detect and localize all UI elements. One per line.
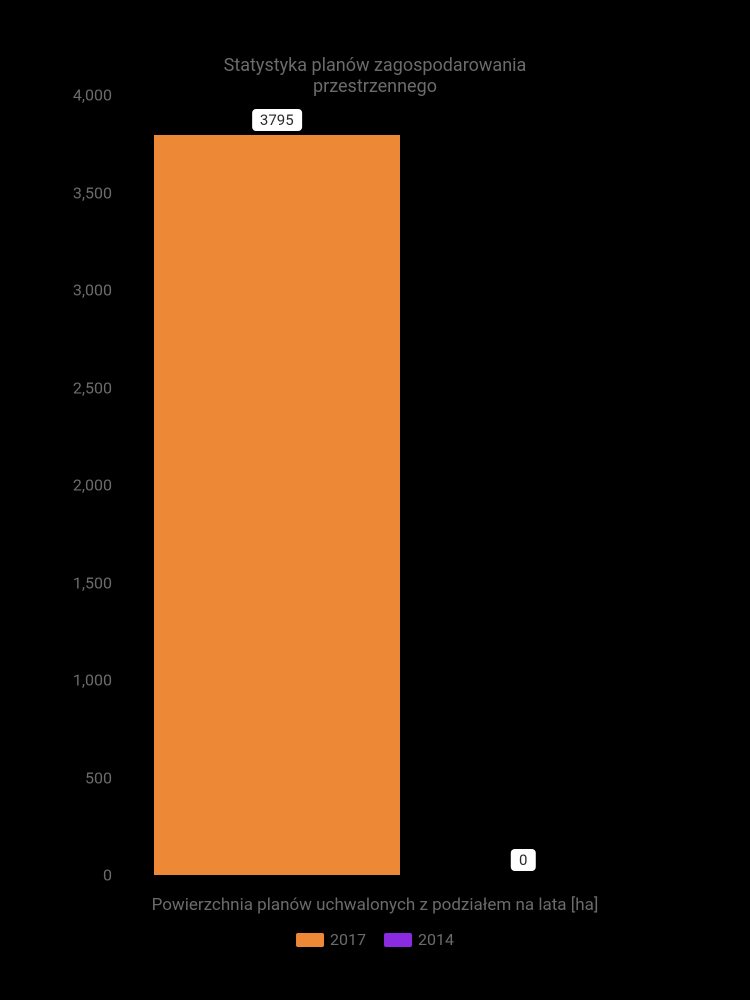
y-tick-label: 1,500: [52, 573, 112, 592]
legend: 2017 2014: [296, 930, 454, 949]
bar-value-label: 0: [511, 849, 535, 871]
y-tick-label: 4,000: [52, 86, 112, 105]
y-tick-label: 3,500: [52, 183, 112, 202]
legend-item: 2017: [296, 930, 366, 949]
bar-value-label: 3795: [252, 109, 302, 131]
legend-swatch: [384, 933, 412, 947]
legend-item: 2014: [384, 930, 454, 949]
legend-label: 2014: [418, 930, 454, 949]
y-tick-label: 0: [52, 866, 112, 885]
bar: [154, 135, 400, 875]
legend-label: 2017: [330, 930, 366, 949]
y-tick-label: 2,000: [52, 476, 112, 495]
plot-area: 3795 0: [120, 95, 680, 875]
y-tick-label: 2,500: [52, 378, 112, 397]
y-tick-label: 1,000: [52, 671, 112, 690]
y-axis: 05001,0001,5002,0002,5003,0003,5004,000: [60, 95, 120, 875]
y-tick-label: 3,000: [52, 281, 112, 300]
bar-chart: Statystyka planów zagospodarowania przes…: [0, 0, 750, 1000]
legend-swatch: [296, 933, 324, 947]
y-tick-label: 500: [52, 768, 112, 787]
chart-title: Statystyka planów zagospodarowania przes…: [188, 55, 563, 97]
x-axis-label: Powierzchnia planów uchwalonych z podzia…: [152, 895, 599, 915]
